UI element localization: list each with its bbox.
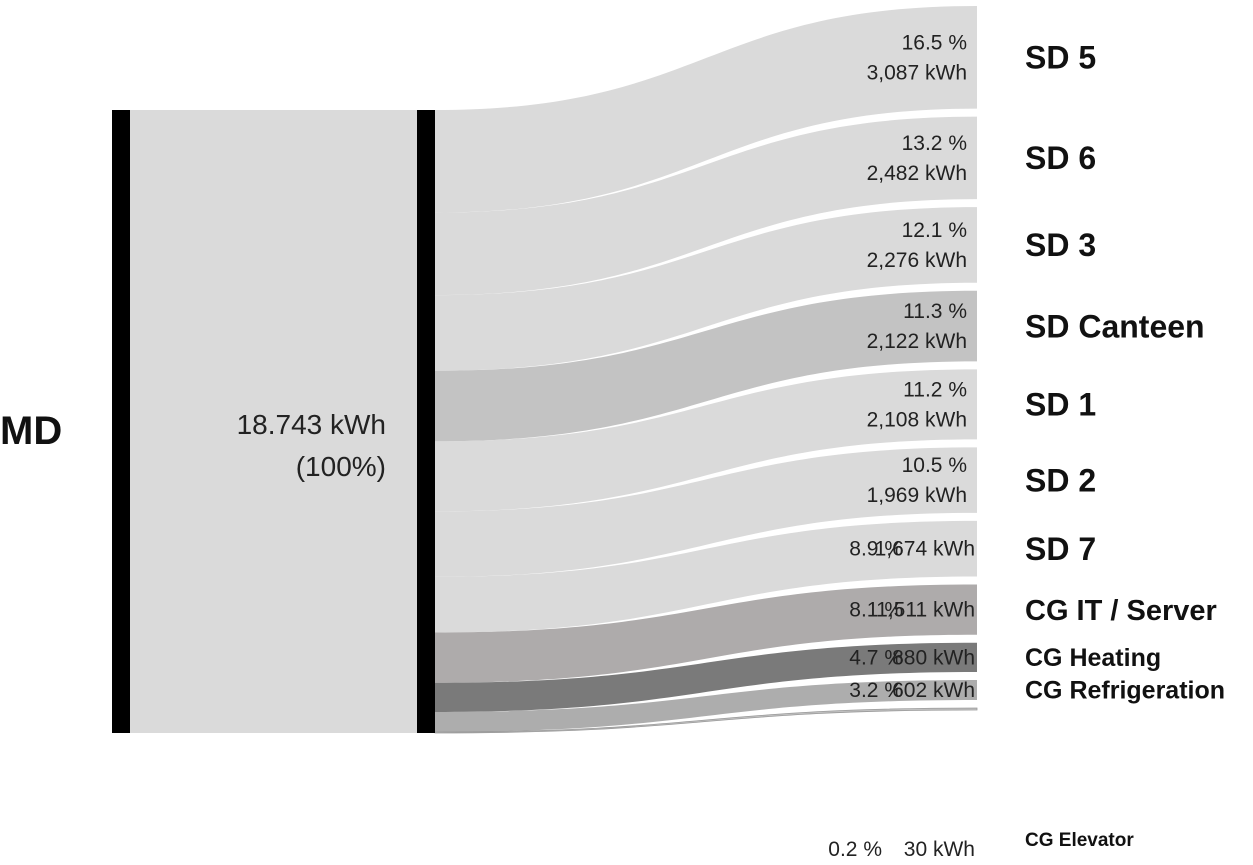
- target-label-sd-7: SD 7: [1025, 531, 1096, 567]
- source-node-bar: [112, 110, 130, 733]
- target-label-sd-5: SD 5: [1025, 40, 1096, 76]
- source-node-label: MD: [0, 409, 62, 453]
- target-label-sd-canteen: SD Canteen: [1025, 308, 1205, 344]
- flow-sd-2: [435, 447, 977, 577]
- flow-layer: [434, 6, 978, 734]
- flow-sd-5: [435, 6, 977, 213]
- target-label-cg-elevator: CG Elevator: [1025, 830, 1134, 851]
- target-label-cg-it-server: CG IT / Server: [1025, 595, 1217, 627]
- source-band: [130, 110, 417, 733]
- percent-label-cg-it-server: 8.1 %: [849, 599, 903, 622]
- flow-cg-it-server: [435, 584, 977, 683]
- flow-sd-canteen: [435, 290, 977, 442]
- split-node-bar: [417, 110, 435, 733]
- target-label-cg-heating: CG Heating: [1025, 644, 1161, 672]
- value-label-cg-it-server: 1,511 kWh: [876, 599, 975, 622]
- label-layer: MD 18.743 kWh (100%) 16.5 % 3,087 kWh SD 5…: [0, 31, 1225, 861]
- value-label-sd-5: 3,087 kWh: [867, 61, 967, 84]
- percent-label-sd-5: 16.5 %: [902, 31, 967, 54]
- target-label-sd-2: SD 2: [1025, 462, 1096, 498]
- target-label-cg-refrigeration: CG Refrigeration: [1025, 677, 1225, 705]
- percent-label-sd-6: 13.2 %: [902, 132, 967, 155]
- target-label-sd-1: SD 1: [1025, 387, 1096, 423]
- value-label-cg-refrigeration: 602 kWh: [892, 679, 975, 702]
- target-label-sd-6: SD 6: [1025, 140, 1096, 176]
- value-label-sd-6: 2,482 kWh: [867, 162, 967, 185]
- value-label-cg-elevator: 30 kWh: [904, 838, 975, 861]
- flow-cg-elevator: [434, 707, 978, 734]
- source-band-layer: [130, 110, 417, 733]
- flow-sd-3: [435, 207, 977, 371]
- percent-label-sd-canteen: 11.3 %: [903, 300, 967, 323]
- flow-cg-heating: [435, 642, 977, 712]
- percent-label-sd-1: 11.2 %: [903, 378, 967, 401]
- percent-label-cg-heating: 4.7 %: [849, 646, 903, 669]
- percent-label-sd-3: 12.1 %: [902, 219, 967, 242]
- flow-sd-6: [435, 116, 977, 296]
- source-total-value: 18.743 kWh: [237, 409, 386, 440]
- value-label-sd-1: 2,108 kWh: [867, 408, 967, 431]
- flow-cg-refrigeration: [435, 679, 977, 733]
- node-bar-layer: [112, 110, 435, 733]
- value-label-sd-3: 2,276 kWh: [867, 249, 967, 272]
- value-label-cg-heating: 880 kWh: [892, 646, 975, 669]
- percent-label-sd-2: 10.5 %: [902, 454, 967, 477]
- percent-label-cg-elevator: 0.2 %: [828, 838, 882, 861]
- source-total-percent: (100%): [296, 451, 386, 482]
- flow-sd-7: [435, 520, 977, 633]
- value-label-sd-canteen: 2,122 kWh: [867, 330, 967, 353]
- target-label-sd-3: SD 3: [1025, 227, 1096, 263]
- flow-sd-1: [435, 369, 977, 512]
- percent-label-sd-7: 8.9 %: [849, 538, 903, 561]
- value-label-sd-7: 1,674 kWh: [875, 538, 975, 561]
- value-label-sd-2: 1,969 kWh: [867, 484, 967, 507]
- percent-label-cg-refrigeration: 3.2 %: [849, 679, 903, 702]
